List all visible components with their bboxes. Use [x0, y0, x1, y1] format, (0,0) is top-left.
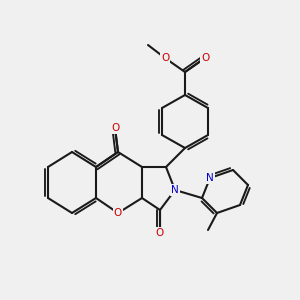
Text: O: O [156, 228, 164, 238]
Text: O: O [201, 53, 209, 63]
Text: N: N [206, 173, 214, 183]
Text: N: N [171, 185, 179, 195]
Text: O: O [114, 208, 122, 218]
Text: O: O [111, 123, 119, 133]
Text: O: O [161, 53, 169, 63]
